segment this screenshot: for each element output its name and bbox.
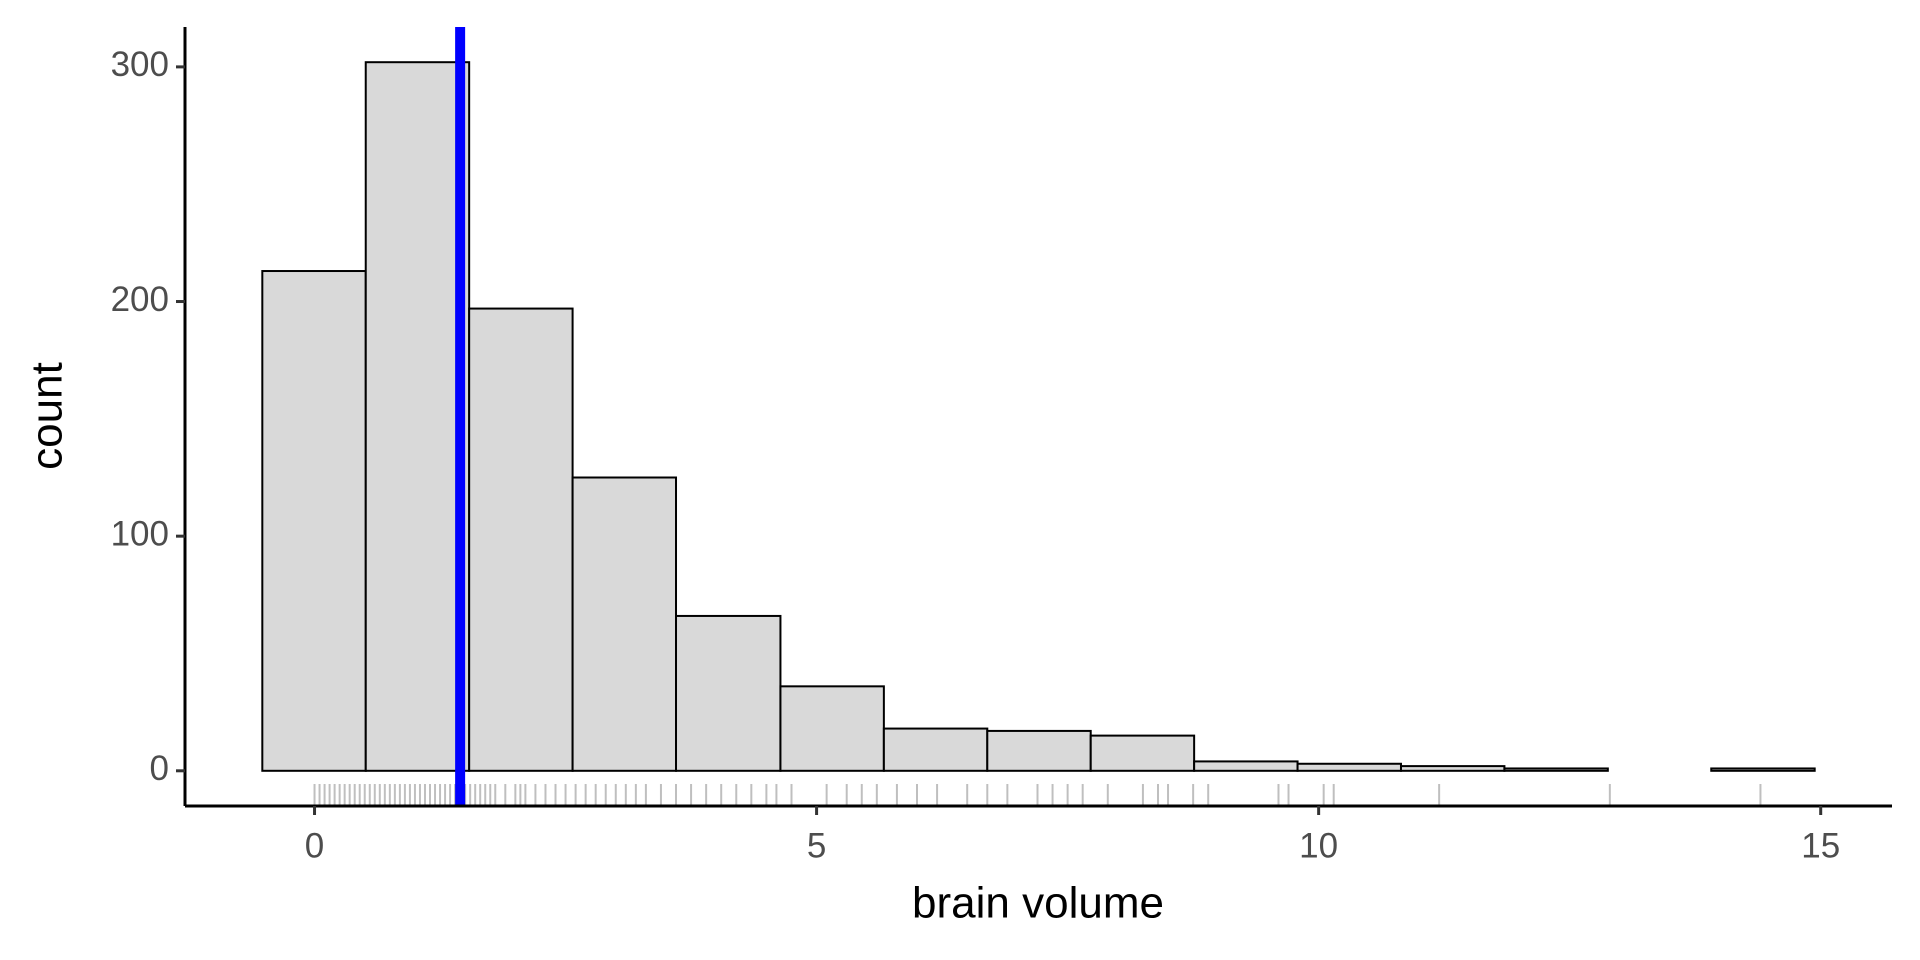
x-tick-label: 5 xyxy=(807,826,826,865)
bar xyxy=(468,307,574,772)
bar xyxy=(571,476,678,772)
y-tick-label: 300 xyxy=(111,45,169,84)
bar xyxy=(1503,767,1609,772)
y-tick-label: 100 xyxy=(111,514,169,553)
bar xyxy=(1089,734,1196,772)
bar xyxy=(1710,767,1816,772)
x-tick-label: 10 xyxy=(1299,826,1338,865)
x-tick-label: 0 xyxy=(305,826,324,865)
bar xyxy=(1399,765,1506,772)
x-tick-label: 15 xyxy=(1801,826,1840,865)
y-axis-title: count xyxy=(23,362,72,470)
bar xyxy=(779,685,885,772)
y-tick-label: 0 xyxy=(150,749,169,788)
bar xyxy=(1296,762,1402,772)
y-tick-label: 200 xyxy=(111,280,169,319)
bar xyxy=(986,729,1092,772)
bar xyxy=(882,727,989,772)
bar xyxy=(364,61,471,772)
x-axis-title: brain volume xyxy=(912,879,1164,928)
bar xyxy=(675,614,782,772)
bar xyxy=(1193,760,1299,772)
bar xyxy=(261,270,367,772)
